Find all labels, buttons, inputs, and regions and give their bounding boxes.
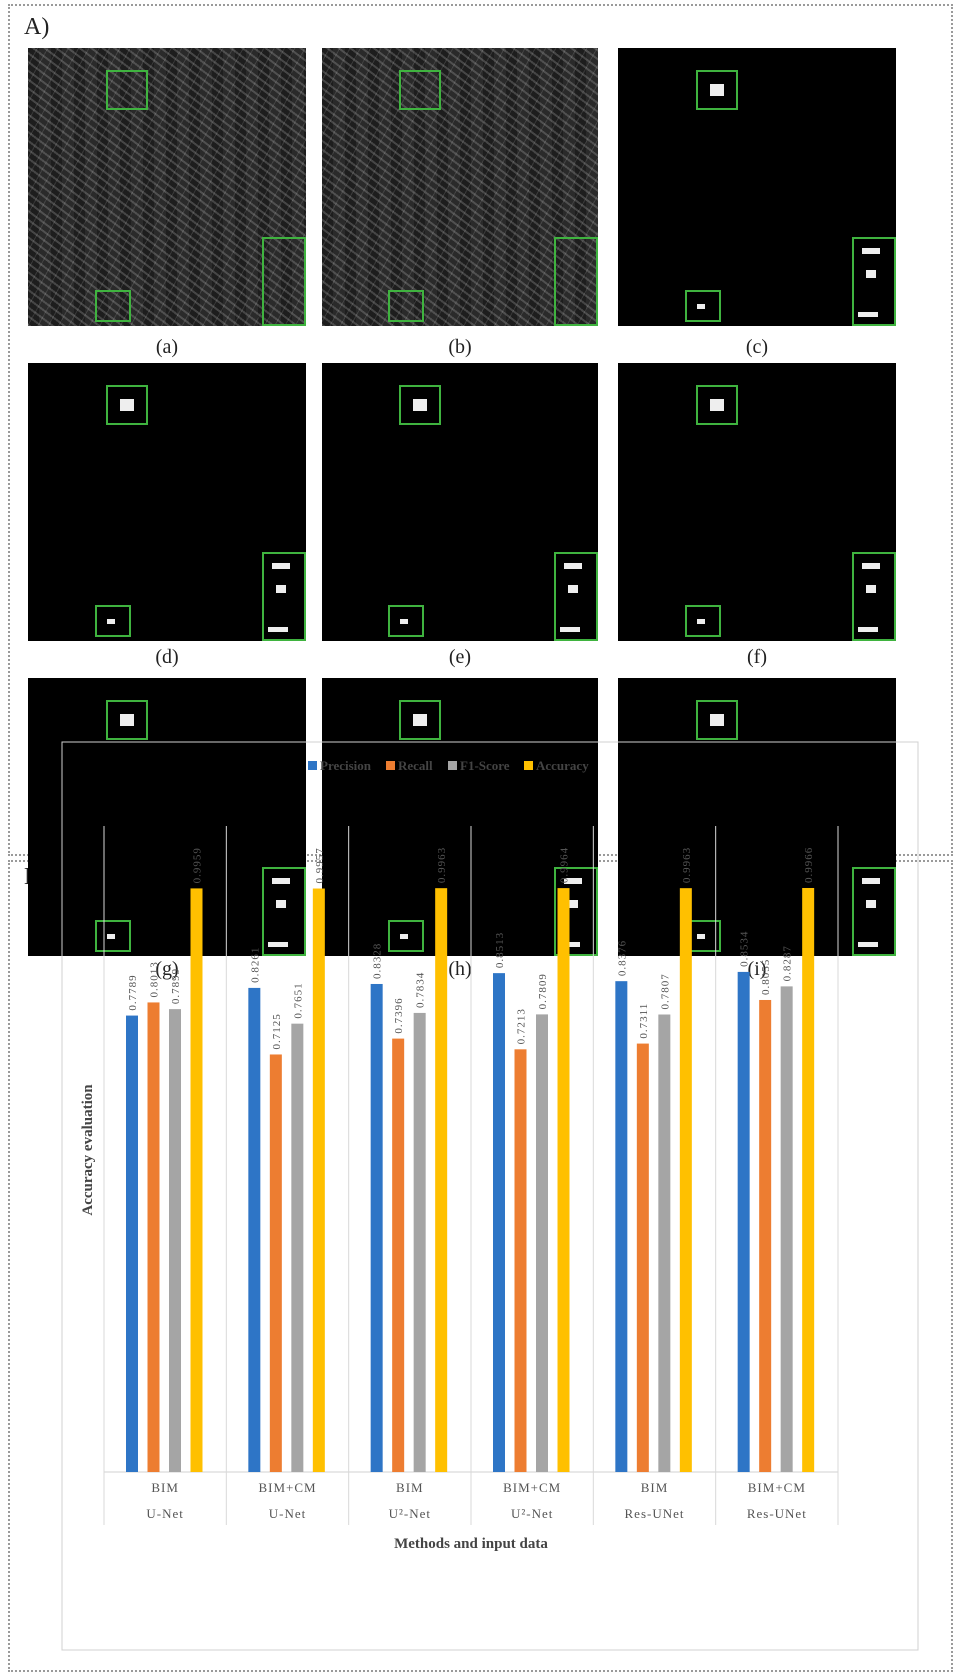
data-label: 0.9963 — [436, 847, 448, 883]
data-label: 0.7651 — [292, 982, 304, 1018]
data-label: 0.9964 — [559, 847, 571, 883]
data-label: 0.7213 — [516, 1008, 528, 1044]
y-axis-label: Accuracy evaluation — [80, 1084, 96, 1216]
bar — [738, 972, 750, 1472]
bar — [435, 888, 447, 1472]
data-label: 0.8376 — [616, 940, 628, 976]
data-label: 0.8013 — [149, 961, 161, 997]
data-label: 0.9966 — [803, 847, 815, 883]
bar — [148, 1002, 160, 1472]
x-group-label: Res-UNet — [747, 1506, 807, 1521]
bar — [781, 986, 793, 1472]
x-group-label: U²-Net — [389, 1506, 431, 1521]
data-label: 0.7899 — [170, 968, 182, 1004]
bar — [392, 1039, 404, 1472]
bar — [270, 1054, 282, 1472]
bar — [637, 1044, 649, 1472]
bar — [802, 888, 814, 1472]
legend-label: Accuracy — [536, 758, 589, 773]
bar — [191, 888, 203, 1472]
legend-label: Precision — [320, 758, 372, 773]
bar — [248, 988, 260, 1472]
data-label: 0.7834 — [415, 972, 427, 1008]
x-group-label: U-Net — [146, 1506, 184, 1521]
legend-label: Recall — [398, 758, 433, 773]
data-label: 0.8055 — [760, 959, 772, 995]
data-label: 0.8534 — [739, 931, 751, 967]
data-label: 0.9959 — [192, 847, 204, 883]
x-group-label: Res-UNet — [625, 1506, 685, 1521]
bar — [615, 981, 627, 1472]
data-label: 0.8287 — [782, 945, 794, 981]
x-tick-label: BIM+CM — [748, 1480, 806, 1495]
page: A) B) (a)(b)(c)(d)(e)(f)(g)(h)(i) Accura… — [0, 0, 957, 1674]
data-label: 0.7311 — [638, 1003, 650, 1039]
data-label: 0.8261 — [249, 947, 261, 983]
bar — [680, 888, 692, 1472]
x-group-label: U²-Net — [511, 1506, 553, 1521]
data-label: 0.7809 — [537, 973, 549, 1009]
bar — [291, 1024, 303, 1472]
x-tick-label: BIM — [151, 1480, 179, 1495]
data-label: 0.7789 — [127, 974, 139, 1010]
data-label: 0.8328 — [372, 943, 384, 979]
legend-swatch — [448, 761, 457, 770]
bar — [169, 1009, 181, 1472]
x-tick-label: BIM — [641, 1480, 669, 1495]
data-label: 0.8513 — [494, 932, 506, 968]
data-label: 0.7807 — [659, 973, 671, 1009]
bar — [493, 973, 505, 1472]
x-tick-label: BIM+CM — [258, 1480, 316, 1495]
data-label: 0.7396 — [393, 997, 405, 1033]
bar — [515, 1049, 527, 1472]
bar — [313, 889, 325, 1472]
bar — [536, 1014, 548, 1472]
data-label: 0.9957 — [314, 847, 326, 883]
legend-swatch — [524, 761, 533, 770]
bar — [414, 1013, 426, 1472]
x-group-label: U-Net — [269, 1506, 307, 1521]
bar — [371, 984, 383, 1472]
legend-swatch — [308, 761, 317, 770]
bar — [658, 1015, 670, 1472]
data-label: 0.7125 — [271, 1013, 283, 1049]
bar — [558, 888, 570, 1472]
x-tick-label: BIM — [396, 1480, 424, 1495]
x-axis-label: Methods and input data — [394, 1536, 548, 1552]
bar — [126, 1016, 138, 1472]
data-label: 0.9963 — [681, 847, 693, 883]
legend-swatch — [386, 761, 395, 770]
x-tick-label: BIM+CM — [503, 1480, 561, 1495]
bar — [759, 1000, 771, 1472]
legend-label: F1-Score — [460, 758, 510, 773]
chart: Accuracy evaluation Methods and input da… — [0, 0, 957, 1674]
